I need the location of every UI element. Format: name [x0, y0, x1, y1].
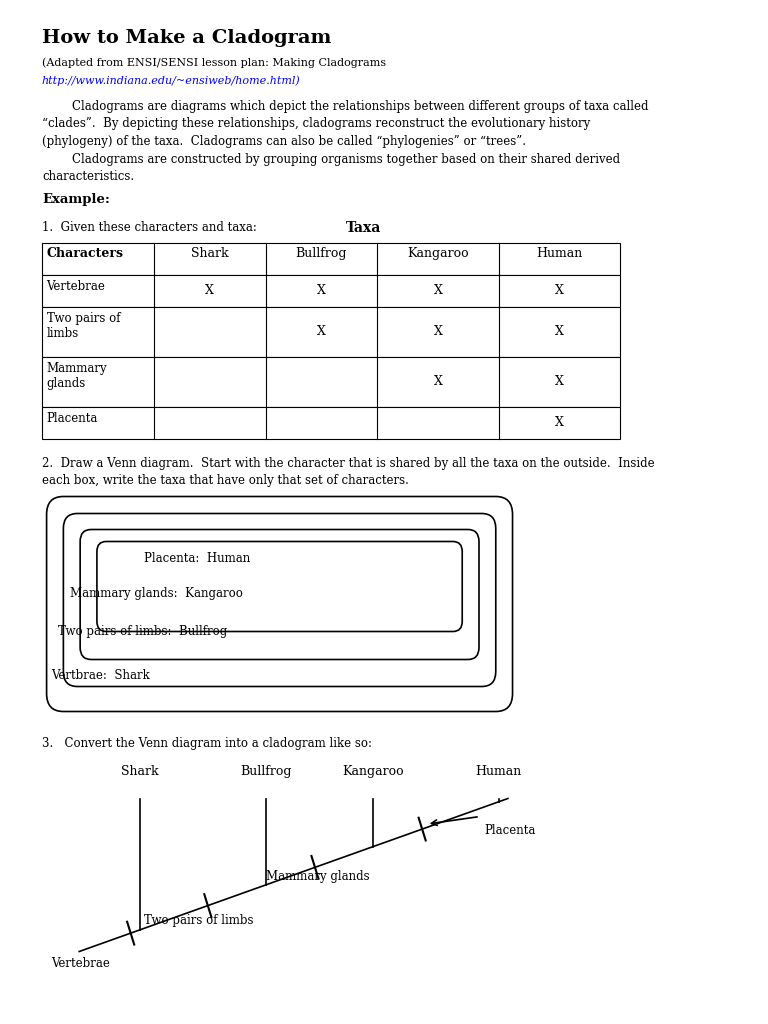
Text: Vertbrae:  Shark: Vertbrae: Shark [51, 669, 150, 682]
Text: Taxa: Taxa [346, 220, 381, 234]
FancyBboxPatch shape [97, 542, 462, 632]
Text: Kangaroo: Kangaroo [407, 247, 468, 259]
FancyBboxPatch shape [64, 513, 496, 686]
Text: Cladograms are diagrams which depict the relationships between different groups : Cladograms are diagrams which depict the… [42, 100, 648, 113]
Text: Two pairs of limbs:  Bullfrog: Two pairs of limbs: Bullfrog [58, 625, 227, 638]
Text: Two pairs of limbs: Two pairs of limbs [144, 913, 254, 927]
Text: Two pairs of
limbs: Two pairs of limbs [47, 311, 120, 340]
Text: X: X [434, 284, 442, 297]
Text: Vertebrae: Vertebrae [47, 280, 105, 293]
Text: “clades”.  By depicting these relationships, cladograms reconstruct the evolutio: “clades”. By depicting these relationshi… [42, 118, 590, 130]
FancyBboxPatch shape [47, 497, 512, 712]
Text: Vertebrae: Vertebrae [51, 956, 110, 970]
Text: X: X [554, 416, 564, 429]
Bar [42, 356, 620, 407]
Text: Shark: Shark [191, 247, 229, 259]
Text: X: X [554, 375, 564, 388]
Text: Characters: Characters [47, 247, 124, 259]
Text: X: X [317, 284, 326, 297]
Text: X: X [317, 325, 326, 338]
Text: X: X [205, 284, 214, 297]
Text: Mammary
glands: Mammary glands [47, 361, 108, 389]
Text: Placenta: Placenta [485, 823, 536, 837]
Text: Placenta: Placenta [47, 412, 98, 425]
Text: X: X [434, 325, 442, 338]
Text: 2.  Draw a Venn diagram.  Start with the character that is shared by all the tax: 2. Draw a Venn diagram. Start with the c… [42, 457, 654, 469]
Text: Kangaroo: Kangaroo [342, 765, 403, 777]
Text: Cladograms are constructed by grouping organisms together based on their shared : Cladograms are constructed by grouping o… [42, 153, 620, 166]
Text: Mammary glands: Mammary glands [266, 869, 369, 883]
Text: Bullfrog: Bullfrog [240, 765, 291, 777]
Text: characteristics.: characteristics. [42, 170, 134, 183]
Text: (Adapted from ENSI/SENSI lesson plan: Making Cladograms: (Adapted from ENSI/SENSI lesson plan: Ma… [42, 57, 386, 68]
Bar [42, 243, 620, 274]
Text: (phylogeny) of the taxa.  Cladograms can also be called “phylogenies” or “trees”: (phylogeny) of the taxa. Cladograms can … [42, 135, 526, 148]
Text: X: X [554, 325, 564, 338]
Text: Placenta:  Human: Placenta: Human [144, 552, 250, 564]
Text: Human: Human [475, 765, 521, 777]
Text: 3.   Convert the Venn diagram into a cladogram like so:: 3. Convert the Venn diagram into a clado… [42, 736, 372, 750]
Bar [42, 306, 620, 356]
Bar [42, 274, 620, 306]
Text: How to Make a Cladogram: How to Make a Cladogram [42, 29, 331, 47]
Text: each box, write the taxa that have only that set of characters.: each box, write the taxa that have only … [42, 474, 409, 487]
Text: Mammary glands:  Kangaroo: Mammary glands: Kangaroo [70, 587, 243, 599]
Text: Human: Human [536, 247, 582, 259]
Text: 1.  Given these characters and taxa:: 1. Given these characters and taxa: [42, 220, 257, 233]
Text: Shark: Shark [121, 765, 159, 777]
Text: http://www.indiana.edu/~ensiweb/home.html): http://www.indiana.edu/~ensiweb/home.htm… [42, 75, 301, 86]
Bar [42, 407, 620, 438]
Text: X: X [434, 375, 442, 388]
Text: Bullfrog: Bullfrog [296, 247, 347, 259]
Text: Example:: Example: [42, 193, 110, 206]
FancyBboxPatch shape [80, 529, 479, 659]
Text: X: X [554, 284, 564, 297]
